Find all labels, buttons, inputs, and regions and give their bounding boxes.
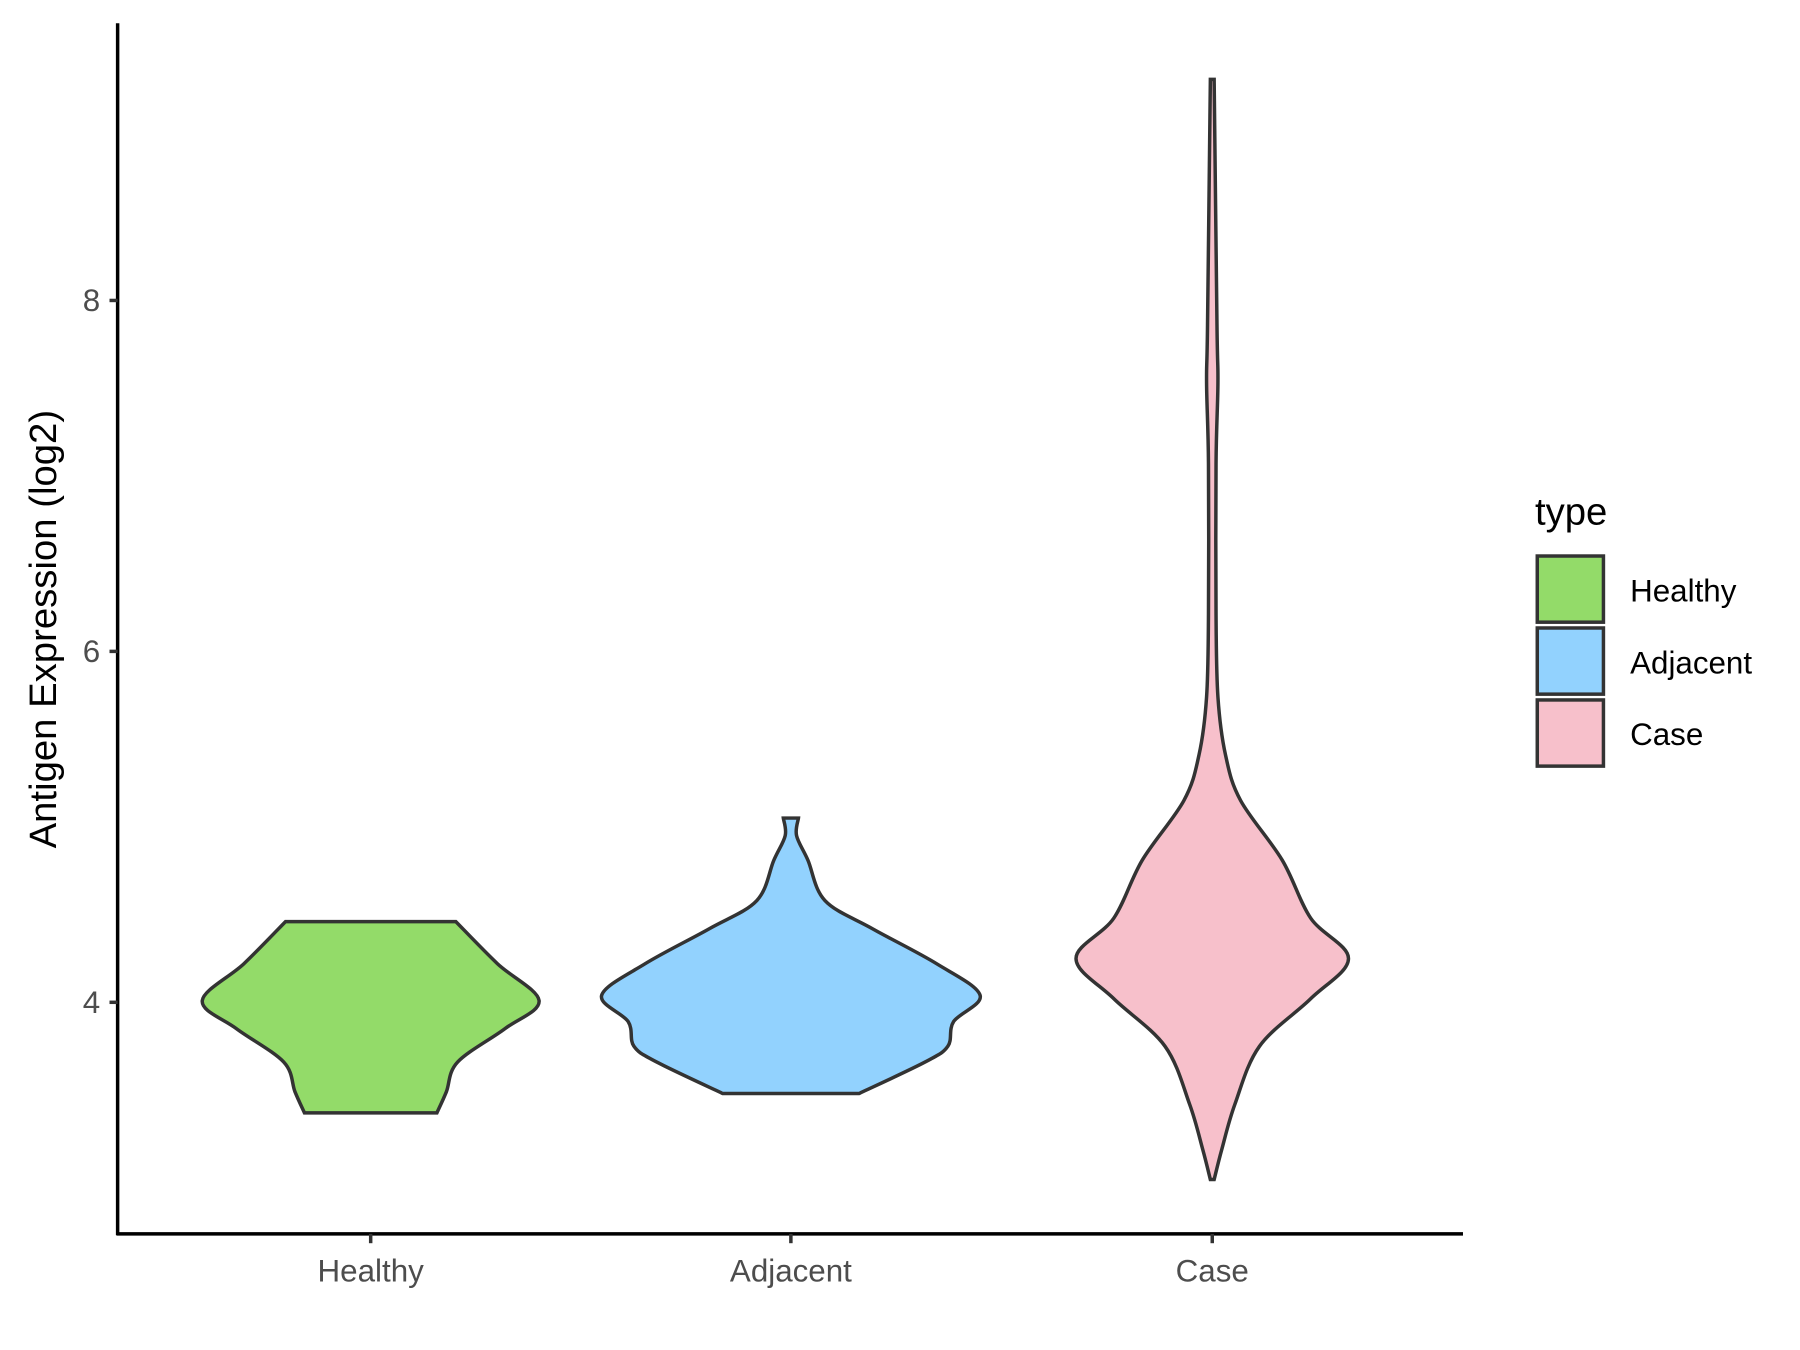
legend: type Healthy Adjacent Case [1535, 491, 1752, 768]
legend-label: Case [1630, 717, 1703, 752]
violin-adjacent [599, 816, 982, 1096]
legend-label: Healthy [1630, 573, 1737, 608]
legend-key-healthy [1535, 554, 1606, 624]
legend-title: type [1535, 491, 1607, 534]
y-tick-label: 4 [83, 985, 100, 1020]
x-tick-label: Adjacent [730, 1254, 852, 1289]
violins [200, 77, 1351, 1182]
y-tick-label: 8 [83, 283, 100, 318]
x-tick-label: Case [1176, 1254, 1249, 1289]
y-axis-title: Antigen Expression (log2) [22, 410, 65, 849]
legend-label: Adjacent [1630, 645, 1752, 680]
x-tick-label: Healthy [318, 1254, 425, 1289]
legend-key-case [1535, 698, 1606, 768]
x-ticks: Healthy Adjacent Case [318, 1233, 1249, 1289]
y-tick-label: 6 [83, 634, 100, 669]
legend-key-adjacent [1535, 626, 1606, 696]
violin-healthy [200, 919, 541, 1115]
y-ticks: 4 6 8 [83, 283, 118, 1020]
violin-case [1074, 77, 1351, 1182]
